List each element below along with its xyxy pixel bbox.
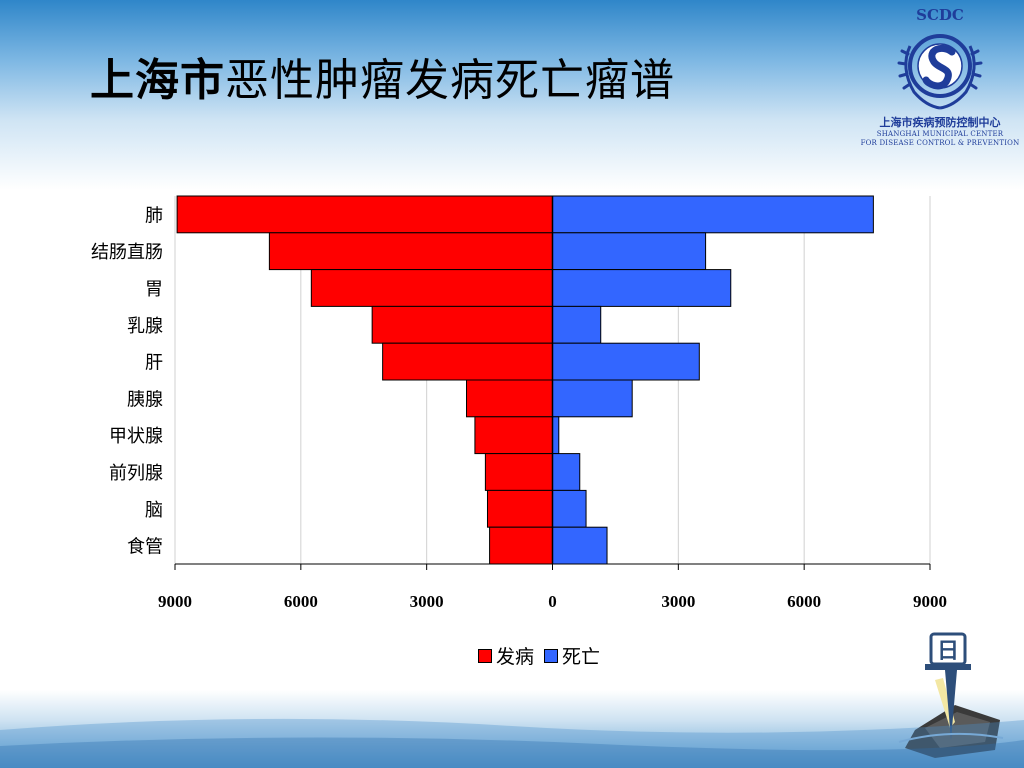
slide-title: 上海市恶性肿瘤发病死亡瘤谱 <box>90 44 675 108</box>
category-label: 前列腺 <box>109 463 163 484</box>
mortality-bar <box>552 195 874 234</box>
x-tick-label: 6000 <box>787 592 821 611</box>
incidence-bar <box>486 489 553 528</box>
x-tick-label: 9000 <box>158 592 192 611</box>
category-label: 结肠直肠 <box>91 242 163 263</box>
mortality-bar <box>552 489 587 528</box>
logo-name-cn: 上海市疾病预防控制中心 <box>879 116 1001 129</box>
logo-name-en-line1: SHANGHAI MUNICIPAL CENTER <box>876 130 1004 138</box>
bottom-wave-decoration <box>0 718 1024 768</box>
category-label: 乳腺 <box>127 316 163 337</box>
incidence-bar <box>382 342 553 381</box>
incidence-bar <box>371 305 553 344</box>
incidence-bar <box>268 232 553 271</box>
sword-badge-decoration: 日 <box>898 632 1004 758</box>
mortality-bar <box>552 416 560 455</box>
incidence-bar <box>176 195 553 234</box>
logo-abbr: SCDC <box>916 6 964 24</box>
mortality-bar <box>552 232 707 271</box>
scdc-emblem-icon: SCDC <box>897 6 983 110</box>
incidence-bar <box>310 269 554 307</box>
legend-label-incidence: 发病 <box>496 646 535 668</box>
category-label: 食管 <box>127 537 163 558</box>
legend-label-mortality: 死亡 <box>562 646 601 668</box>
mortality-bar <box>552 526 608 565</box>
category-label: 胃 <box>145 279 163 300</box>
slide-title-bold: 上海市 <box>90 55 225 106</box>
legend-swatch-incidence <box>478 648 492 663</box>
mortality-bar <box>552 305 602 344</box>
legend-swatch-mortality <box>544 648 559 663</box>
x-tick-label: 3000 <box>661 592 695 611</box>
incidence-bar <box>474 416 553 455</box>
category-label: 甲状腺 <box>109 426 163 447</box>
mortality-bar <box>552 453 581 491</box>
incidence-bar <box>484 453 553 491</box>
x-tick-label: 9000 <box>913 592 947 611</box>
category-label: 脑 <box>145 500 163 521</box>
slide-title-rest: 恶性肿瘤发病死亡瘤谱 <box>225 55 675 106</box>
x-tick-label: 0 <box>548 592 557 611</box>
category-label: 肺 <box>145 205 163 226</box>
x-tick-label: 3000 <box>410 592 444 611</box>
chart-legend: 发病 死亡 <box>478 642 610 669</box>
incidence-bar <box>489 526 554 565</box>
x-tick-label: 6000 <box>284 592 318 611</box>
mortality-bar <box>552 379 633 418</box>
mortality-bar <box>552 342 700 381</box>
scdc-logo: SCDC 上海市疾病预防控制中心 SHANGHAI MUNICIPAL CENT… <box>860 6 1020 154</box>
incidence-bar <box>466 379 553 418</box>
category-label: 肝 <box>145 353 163 374</box>
badge-glyph: 日 <box>937 639 959 664</box>
legend-item-mortality: 死亡 <box>544 642 600 669</box>
mortality-bar <box>552 269 732 307</box>
legend-item-incidence: 发病 <box>478 642 534 669</box>
category-label: 胰腺 <box>127 389 163 410</box>
logo-name-en-line2: FOR DISEASE CONTROL & PREVENTION <box>860 139 1020 147</box>
